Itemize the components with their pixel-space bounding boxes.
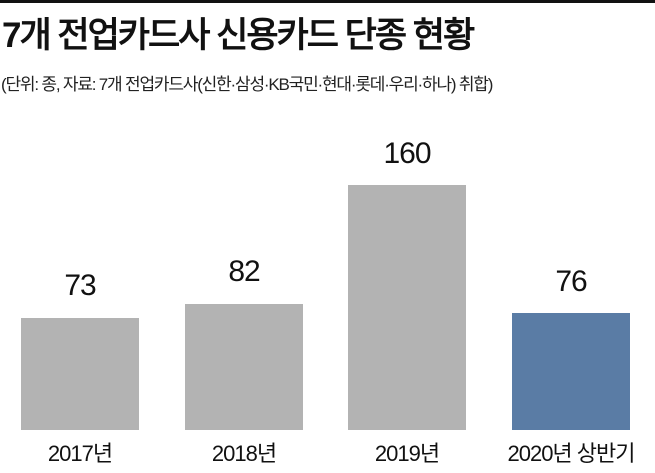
category-label: 2017년 [47,441,113,466]
chart-subtitle: (단위: 종, 자료: 7개 전업카드사(신한·삼성·KB국민·현대·롯데·우리… [1,75,493,94]
bar-2019 [348,185,466,430]
value-label: 73 [64,269,96,302]
value-label: 76 [555,265,587,298]
bar-2017 [21,318,139,430]
category-label: 2018년 [211,441,277,466]
top-rule [0,0,655,3]
value-label: 82 [228,255,260,288]
chart-title: 7개 전업카드사 신용카드 단종 현황 [2,16,475,55]
bar-2018 [185,304,303,430]
category-label: 2019년 [374,441,440,466]
bar-2020-h1 [512,313,630,430]
value-label: 160 [383,137,431,170]
category-label: 2020년 상반기 [507,441,635,466]
